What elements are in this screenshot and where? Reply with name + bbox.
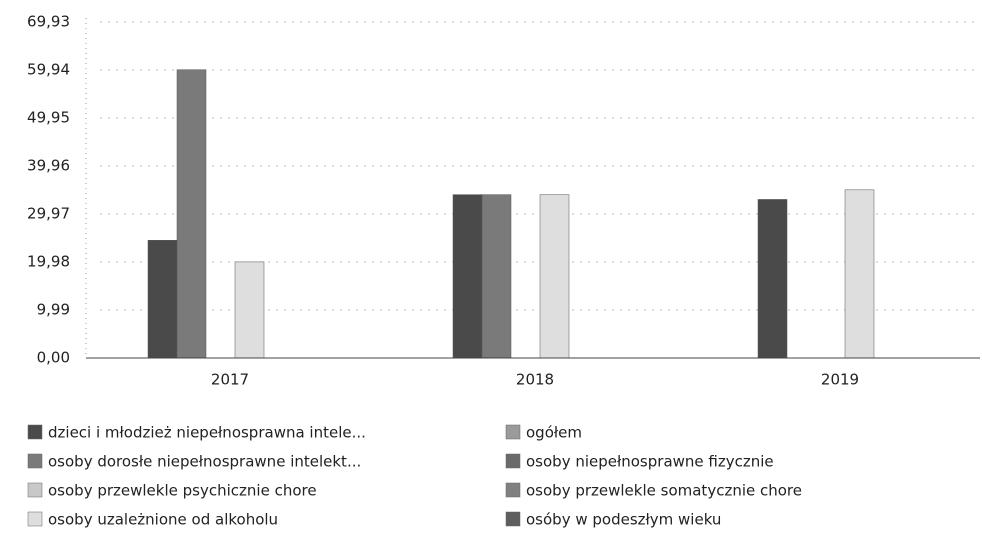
legend-swatch — [27, 424, 43, 440]
legend-swatch — [27, 511, 43, 527]
legend-label: ogółem — [526, 424, 582, 442]
legend-label: osoby niepełnosprawne fizycznie — [526, 453, 774, 471]
y-tick-label: 0,00 — [37, 349, 70, 367]
legend-swatch — [505, 453, 521, 469]
bar — [147, 240, 178, 359]
y-tick-label: 19,98 — [27, 253, 70, 271]
legend-swatch — [27, 453, 43, 469]
legend-label: osóby w podeszłym wieku — [526, 511, 721, 529]
bar — [234, 261, 265, 359]
y-tick-label: 59,94 — [27, 61, 70, 79]
legend-label: osoby uzależnione od alkoholu — [48, 511, 278, 529]
x-tick-label: 2017 — [211, 371, 249, 389]
legend-label: osoby dorosłe niepełnosprawne intelekt..… — [48, 453, 361, 471]
y-tick-label: 49,95 — [27, 109, 70, 127]
legend-swatch — [27, 482, 43, 498]
bar — [539, 194, 570, 359]
x-tick-label: 2018 — [516, 371, 554, 389]
legend-label: osoby przewlekle somatycznie chore — [526, 482, 802, 500]
bar — [757, 199, 788, 359]
legend-swatch — [505, 482, 521, 498]
bar — [481, 194, 512, 359]
bar — [176, 69, 207, 359]
y-tick-label: 39,96 — [27, 157, 70, 175]
y-tick-label: 9,99 — [37, 301, 70, 319]
legend-label: dzieci i młodzież niepełnosprawna intele… — [48, 424, 366, 442]
x-tick-label: 2019 — [821, 371, 859, 389]
legend-label: osoby przewlekle psychicznie chore — [48, 482, 317, 500]
legend-swatch — [505, 511, 521, 527]
y-tick-label: 29,97 — [27, 205, 70, 223]
legend-swatch — [505, 424, 521, 440]
bar — [452, 194, 483, 359]
y-tick-label: 69,93 — [27, 13, 70, 31]
bar — [844, 189, 875, 359]
